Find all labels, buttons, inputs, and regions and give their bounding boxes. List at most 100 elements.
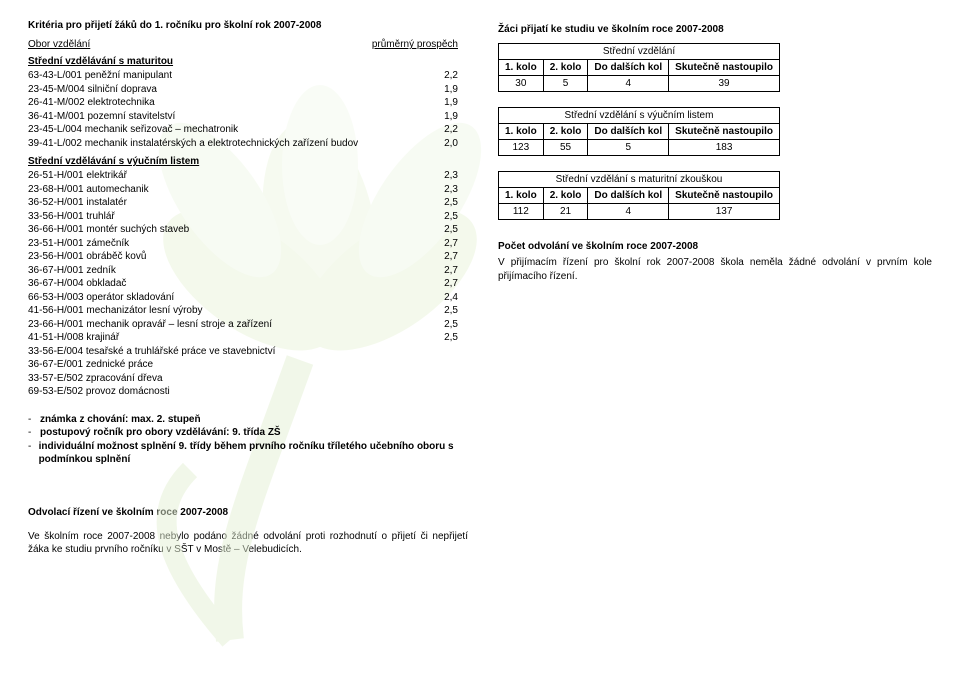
course-label: 36-67-H/001 zedník	[28, 264, 428, 278]
note-1-text: známka z chování: max. 2. stupeň	[40, 414, 201, 425]
list-item: 33-56-E/004 tesařské a truhlářské práce …	[28, 345, 458, 359]
tbl3-caption: Střední vzdělání s maturitní zkouškou	[499, 172, 780, 188]
course-grade: 2,7	[428, 237, 458, 251]
group2-heading: Střední vzdělávání s výučním listem	[28, 156, 458, 167]
col-header-prospech: průměrný prospěch	[372, 39, 458, 50]
tbl3-h1: 1. kolo	[499, 188, 544, 204]
note-1: - známka z chování: max. 2. stupeň	[28, 413, 458, 427]
course-grade: 2,4	[428, 291, 458, 305]
course-grade: 2,5	[428, 196, 458, 210]
tbl3-c1: 112	[499, 204, 544, 220]
list-item: 36-66-H/001 montér suchých staveb2,5	[28, 223, 458, 237]
list-item: 36-67-H/004 obkladač2,7	[28, 277, 458, 291]
tbl2-h1: 1. kolo	[499, 124, 544, 140]
tbl2-c3: 5	[588, 140, 669, 156]
tbl2-h3: Do dalších kol	[588, 124, 669, 140]
list-item: 66-53-H/003 operátor skladování2,4	[28, 291, 458, 305]
bottom-section: Odvolací řízení ve školním roce 2007-200…	[28, 507, 468, 557]
course-grade: 2,2	[428, 123, 458, 137]
course-label: 41-56-H/001 mechanizátor lesní výroby	[28, 304, 428, 318]
course-grade: 2,5	[428, 210, 458, 224]
appeals-text: V přijímacím řízení pro školní rok 2007-…	[498, 256, 932, 283]
tbl1-c3: 4	[588, 76, 669, 92]
course-grade: 2,5	[428, 223, 458, 237]
tbl3-c2: 21	[543, 204, 588, 220]
note-2: - postupový ročník pro obory vzdělávání:…	[28, 426, 458, 440]
tbl3-c3: 4	[588, 204, 669, 220]
course-label: 36-67-E/001 zednické práce	[28, 358, 428, 372]
course-grade: 2,7	[428, 264, 458, 278]
course-grade: 2,5	[428, 318, 458, 332]
tbl1-caption: Střední vzdělání	[499, 44, 780, 60]
course-grade: 2,7	[428, 250, 458, 264]
course-grade: 1,9	[428, 83, 458, 97]
table-vyucni-list: Střední vzdělání s výučním listem 1. kol…	[498, 107, 780, 156]
tbl1-c2: 5	[543, 76, 588, 92]
tbl2-c4: 183	[669, 140, 780, 156]
page-title: Kritéria pro přijetí žáků do 1. ročníku …	[28, 20, 458, 31]
page: Kritéria pro přijetí žáků do 1. ročníku …	[0, 0, 960, 674]
bottom-title: Odvolací řízení ve školním roce 2007-200…	[28, 507, 468, 518]
course-label: 33-56-H/001 truhlář	[28, 210, 428, 224]
list-item: 63-43-L/001 peněžní manipulant2,2	[28, 69, 458, 83]
course-grade: 2,2	[428, 69, 458, 83]
dash: -	[28, 426, 36, 440]
appeals-title: Počet odvolání ve školním roce 2007-2008	[498, 241, 932, 252]
list-item: 33-57-E/502 zpracování dřeva	[28, 372, 458, 386]
admitted-title: Žáci přijatí ke studiu ve školním roce 2…	[498, 24, 932, 35]
table-stredni-vzdelani: Střední vzdělání 1. kolo 2. kolo Do dalš…	[498, 43, 780, 92]
course-label: 33-57-E/502 zpracování dřeva	[28, 372, 428, 386]
tbl3-c4: 137	[669, 204, 780, 220]
tbl2-c1: 123	[499, 140, 544, 156]
left-column: Kritéria pro přijetí žáků do 1. ročníku …	[28, 20, 458, 467]
note-2-text: postupový ročník pro obory vzdělávání: 9…	[40, 427, 281, 438]
course-label: 41-51-H/008 krajinář	[28, 331, 428, 345]
criteria-notes: - známka z chování: max. 2. stupeň - pos…	[28, 413, 458, 467]
course-label: 23-56-H/001 obráběč kovů	[28, 250, 428, 264]
course-label: 39-41-L/002 mechanik instalatérských a e…	[28, 137, 428, 151]
list-item: 23-68-H/001 automechanik2,3	[28, 183, 458, 197]
course-grade: 2,5	[428, 304, 458, 318]
list-item: 36-41-M/001 pozemní stavitelství1,9	[28, 110, 458, 124]
course-label: 26-41-M/002 elektrotechnika	[28, 96, 428, 110]
course-label: 23-51-H/001 zámečník	[28, 237, 428, 251]
two-column-content: Kritéria pro přijetí žáků do 1. ročníku …	[28, 20, 932, 467]
course-label: 36-66-H/001 montér suchých staveb	[28, 223, 428, 237]
list-item: 36-67-H/001 zedník2,7	[28, 264, 458, 278]
note-3-text: individuální možnost splnění 9. třídy bě…	[39, 441, 454, 466]
courses-table-header: Obor vzdělání průměrný prospěch	[28, 39, 458, 50]
list-item: 26-41-M/002 elektrotechnika1,9	[28, 96, 458, 110]
course-label: 23-45-M/004 silniční doprava	[28, 83, 428, 97]
tbl3-h2: 2. kolo	[543, 188, 588, 204]
table-maturita: Střední vzdělání s maturitní zkouškou 1.…	[498, 171, 780, 220]
bottom-text: Ve školním roce 2007-2008 nebylo podáno …	[28, 530, 468, 557]
list-item: 23-56-H/001 obráběč kovů2,7	[28, 250, 458, 264]
course-grade: 2,3	[428, 183, 458, 197]
tbl1-h4: Skutečně nastoupilo	[669, 60, 780, 76]
dash: -	[28, 440, 35, 467]
list-item: 26-51-H/001 elektrikář2,3	[28, 169, 458, 183]
tbl3-h4: Skutečně nastoupilo	[669, 188, 780, 204]
course-label: 63-43-L/001 peněžní manipulant	[28, 69, 428, 83]
tbl3-h3: Do dalších kol	[588, 188, 669, 204]
tbl1-c4: 39	[669, 76, 780, 92]
course-grade: 1,9	[428, 110, 458, 124]
list-item: 41-51-H/008 krajinář2,5	[28, 331, 458, 345]
list-item: 23-45-L/004 mechanik seřizovač – mechatr…	[28, 123, 458, 137]
course-grade	[428, 358, 458, 372]
course-grade	[428, 385, 458, 399]
course-label: 26-51-H/001 elektrikář	[28, 169, 428, 183]
tbl1-h2: 2. kolo	[543, 60, 588, 76]
group1-heading: Střední vzdělávání s maturitou	[28, 56, 458, 67]
tbl2-h2: 2. kolo	[543, 124, 588, 140]
course-grade: 2,0	[428, 137, 458, 151]
list-item: 36-52-H/001 instalatér2,5	[28, 196, 458, 210]
tbl2-c2: 55	[543, 140, 588, 156]
note-3: - individuální možnost splnění 9. třídy …	[28, 440, 458, 467]
tbl1-h1: 1. kolo	[499, 60, 544, 76]
dash: -	[28, 413, 36, 427]
course-label: 23-68-H/001 automechanik	[28, 183, 428, 197]
list-item: 36-67-E/001 zednické práce	[28, 358, 458, 372]
tbl2-caption: Střední vzdělání s výučním listem	[499, 108, 780, 124]
course-label: 36-41-M/001 pozemní stavitelství	[28, 110, 428, 124]
